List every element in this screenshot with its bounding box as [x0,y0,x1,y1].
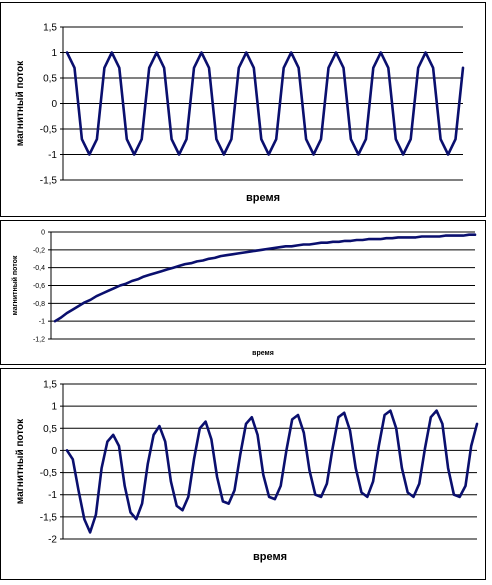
y-tick-label: 1,5 [43,380,57,391]
y-tick-label: 0,5 [43,74,57,85]
y-tick-label: -1,5 [40,176,58,187]
y-axis-label: магнитный поток [11,255,19,315]
y-tick-label: -1 [48,490,57,501]
y-tick-label: -1,5 [40,512,58,523]
y-tick-label: 0,5 [43,424,57,435]
y-tick-label: -0,2 [33,247,45,254]
chart-panel-1: 1,5 1 0,5 0 -0,5 -1 -1,5 время магнитный поток [0,2,486,217]
chart-panel-2: 0 -0,2 -0,4 -0,6 -0,8 -1 -1,2 время магнитный по… [0,220,486,365]
y-tick-label: -0,5 [40,125,58,136]
x-axis-label: время [252,350,274,357]
series-line [65,409,479,534]
x-axis-label: время [253,551,287,563]
y-tick-label: -0,6 [33,283,45,290]
chart-3: 1,5 1 0,5 0 -0,5 -1 -1,5 -2 время магнитный поток [15,380,479,563]
y-tick-label: -1,2 [33,336,45,343]
y-tick-label: -2 [48,535,57,546]
chart-panel-3: 1,5 1 0,5 0 -0,5 -1 -1,5 -2 время магнитный поток [0,368,486,580]
x-axis-label: время [246,192,280,204]
y-tick-label: -1 [39,319,45,326]
y-tick-label: 0 [51,446,57,457]
y-tick-label: -1 [48,150,57,161]
y-tick-label: 0 [51,99,57,110]
y-tick-label: -0,5 [40,468,58,479]
chart-2: 0 -0,2 -0,4 -0,6 -0,8 -1 -1,2 время магнитный по… [11,229,477,357]
chart-1: 1,5 1 0,5 0 -0,5 -1 -1,5 время магнитный поток [15,23,465,204]
y-axis-label: магнитный поток [15,418,26,504]
y-tick-label: 1 [51,48,57,59]
y-tick-label: 1 [51,402,57,413]
series-line [53,233,477,323]
y-tick-label: -0,8 [33,301,45,308]
y-tick-label: -0,4 [33,265,45,272]
y-axis-label: магнитный поток [15,60,26,146]
y-tick-label: 1,5 [43,23,57,34]
y-tick-label: 0 [41,229,45,236]
series-line [65,51,465,156]
